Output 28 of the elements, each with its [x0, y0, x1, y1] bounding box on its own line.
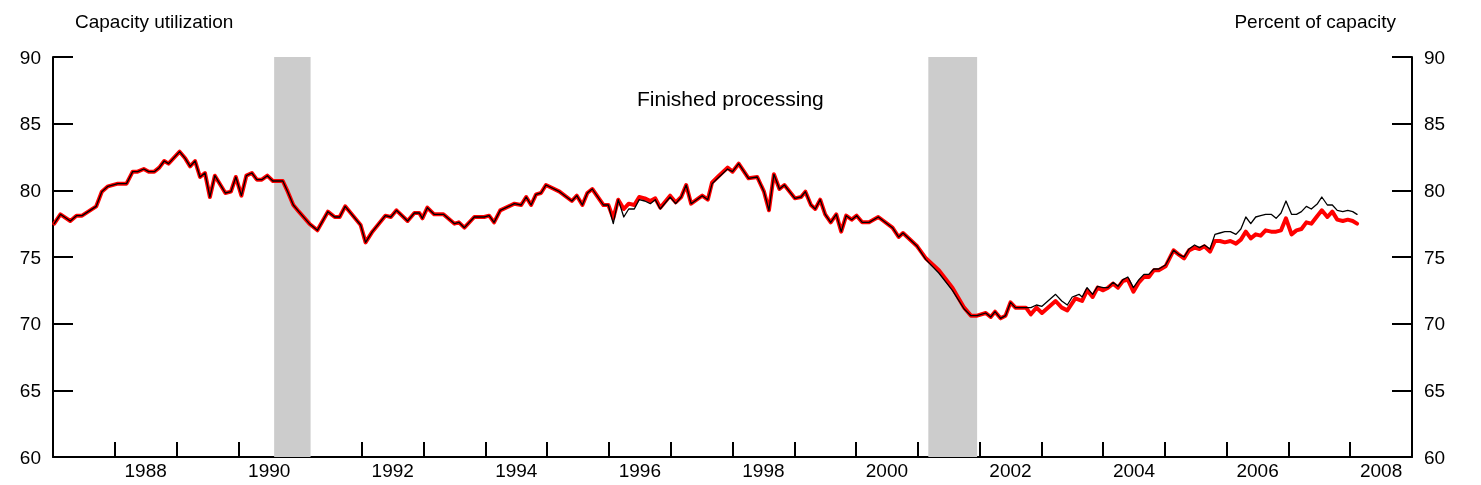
y-tick-label: 90 [19, 46, 41, 68]
y-tick-label: 70 [19, 313, 41, 335]
y2-tick-label: 85 [1424, 113, 1446, 135]
y2-tick-label: 60 [1424, 446, 1446, 468]
x-tick-label: 1992 [371, 460, 414, 481]
y-tick-label: 60 [19, 446, 41, 468]
y2-tick-label: 90 [1424, 46, 1446, 68]
y-tick-label: 75 [19, 246, 41, 268]
y2-tick-label: 70 [1424, 313, 1446, 335]
x-tick-label: 1994 [495, 460, 538, 481]
y2-tick-label: 65 [1424, 379, 1446, 401]
y-tick-label: 80 [19, 179, 41, 201]
y-tick-label: 85 [19, 113, 41, 135]
y-axis-title: Capacity utilization [75, 11, 234, 32]
x-tick-label: 1998 [742, 460, 785, 481]
x-tick-label: 1990 [248, 460, 291, 481]
x-tick-label: 2002 [989, 460, 1032, 481]
y2-axis-title: Percent of capacity [1234, 11, 1397, 32]
x-tick-label: 2008 [1359, 460, 1403, 481]
y2-tick-label: 80 [1424, 179, 1446, 201]
x-tick-label: 1996 [618, 460, 661, 481]
x-tick-label: 1988 [124, 460, 167, 481]
x-tick-label: 2000 [865, 460, 909, 481]
y-tick-label: 65 [19, 379, 41, 401]
x-tick-label: 2006 [1236, 460, 1279, 481]
x-tick-label: 2004 [1112, 460, 1156, 481]
text: Finished processing [637, 87, 824, 110]
y2-tick-label: 75 [1424, 246, 1446, 268]
